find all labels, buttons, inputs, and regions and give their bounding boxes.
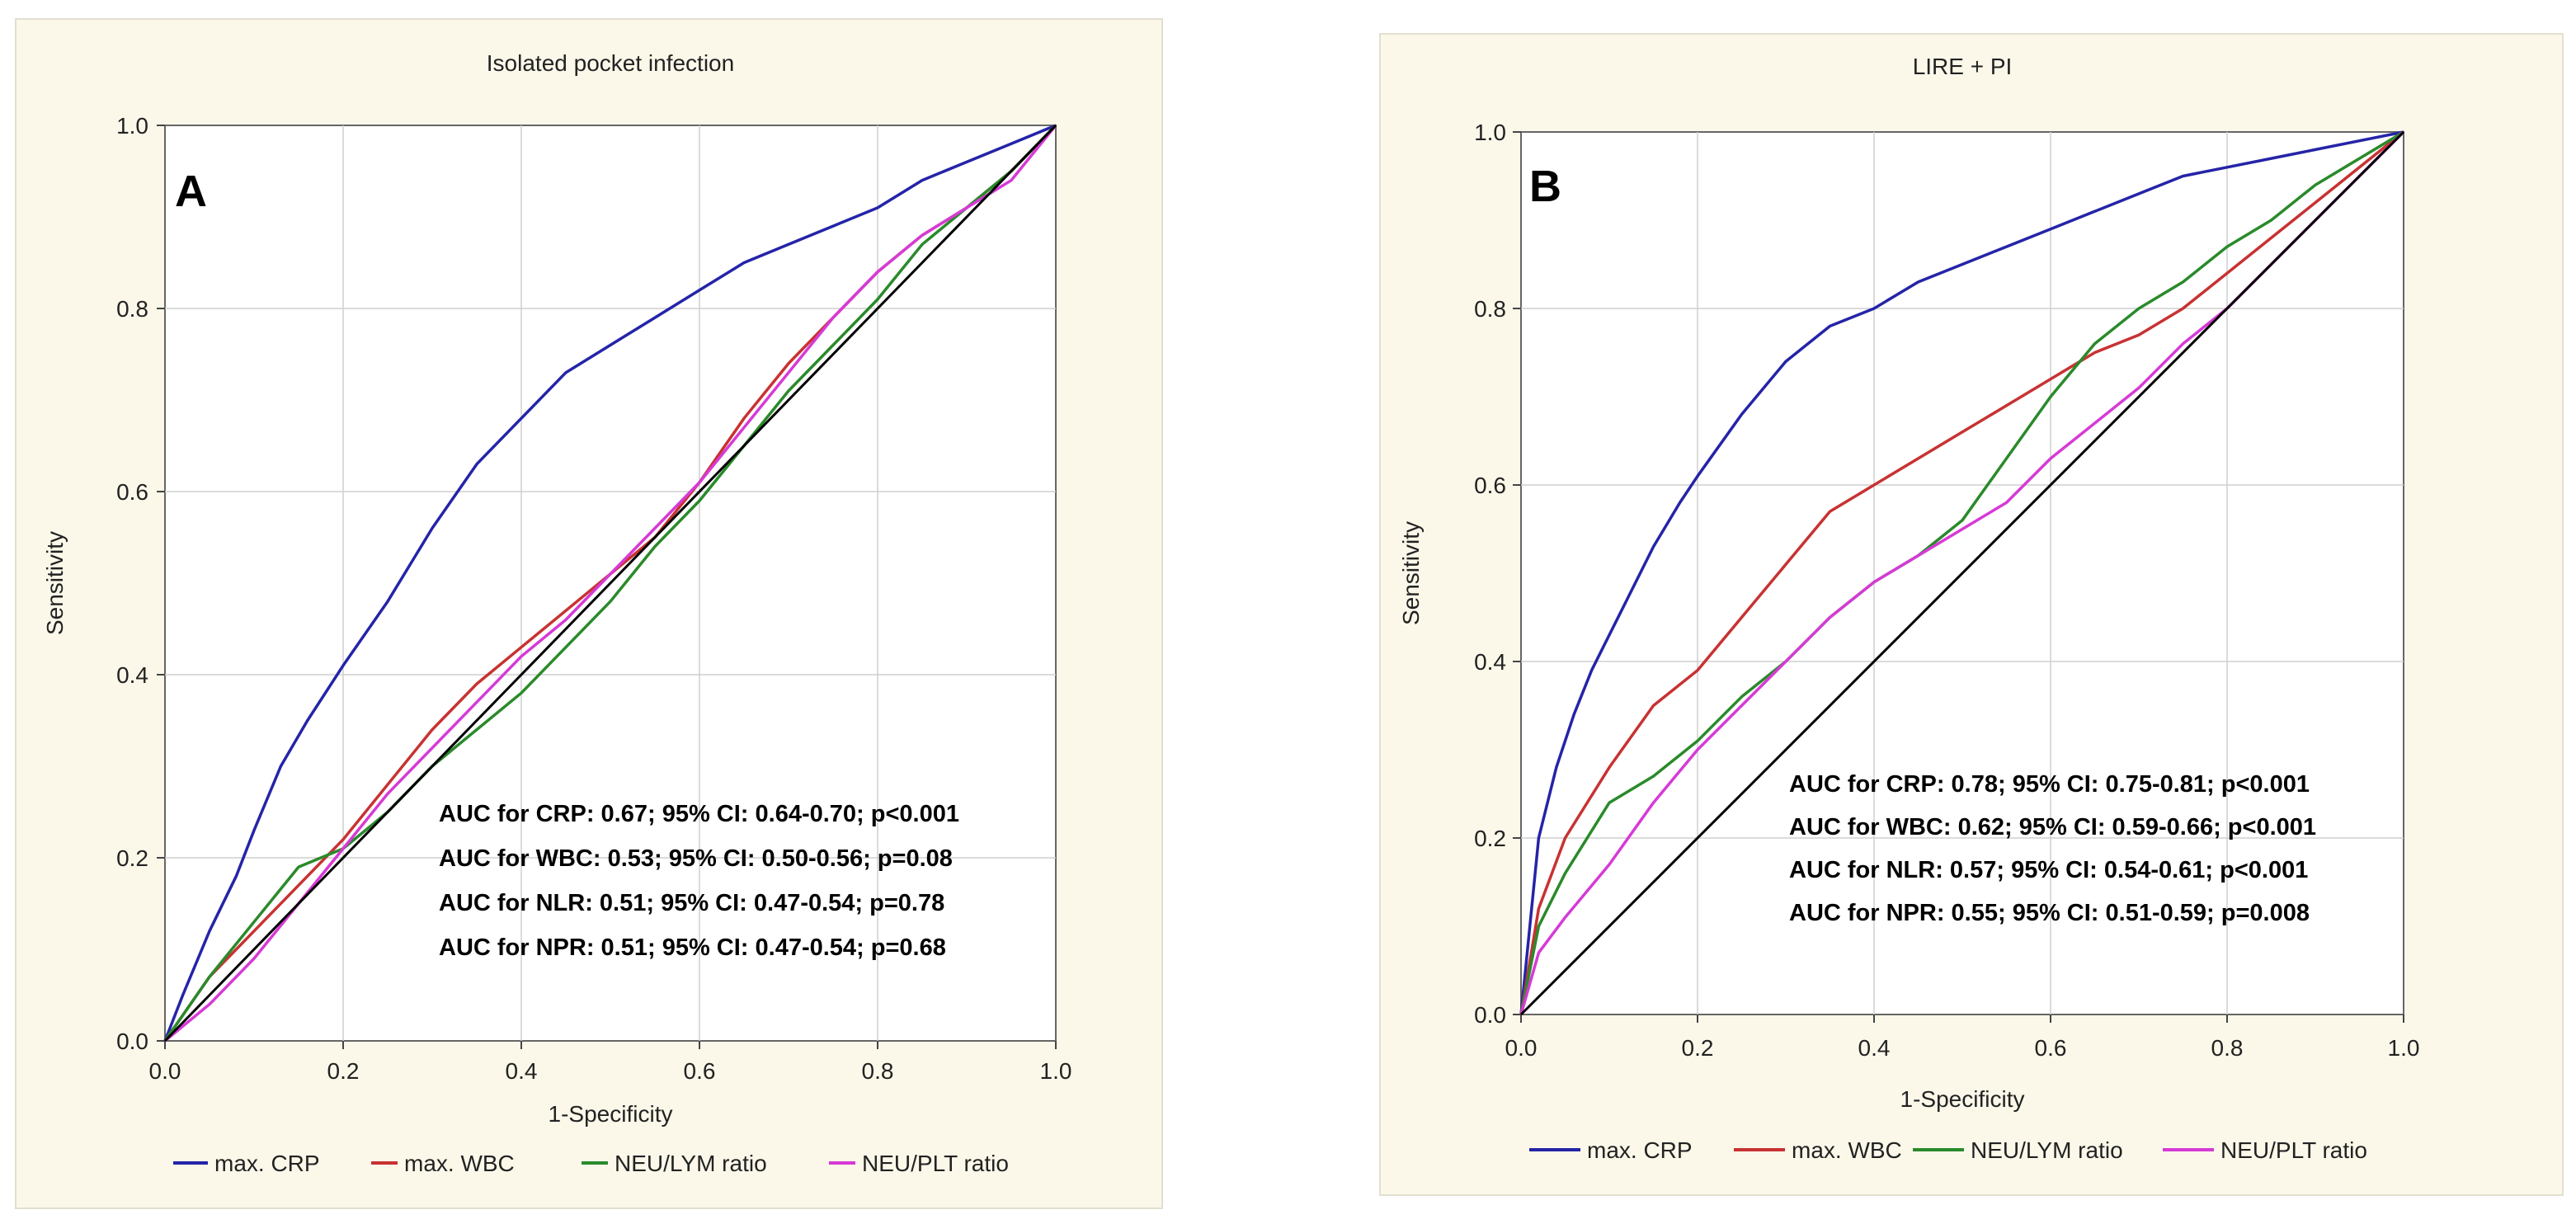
- x-tick-label: 0.6: [684, 1058, 716, 1084]
- auc-annotation: AUC for NPR: 0.55; 95% CI: 0.51-0.59; p=…: [1789, 900, 2310, 926]
- y-tick-label: 1.0: [116, 113, 148, 139]
- x-tick-label: 0.8: [2211, 1035, 2244, 1061]
- y-tick-label: 0.6: [1474, 473, 1506, 498]
- chart-title: LIRE + PI: [1913, 54, 2013, 79]
- legend-label: NEU/PLT ratio: [862, 1151, 1009, 1176]
- chart-panel-b: 0.0 0.2 0.4 0.6 0.8 1.0 0.0 0.2 0.4 0.6 0.8 1.0 LIRE…: [1379, 33, 2564, 1196]
- x-tick-label: 0.0: [149, 1058, 181, 1084]
- y-tick-label: 0.2: [116, 845, 148, 871]
- chart-panel-a: 0.0 0.2 0.4 0.6 0.8 1.0 0.0 0.2 0.4 0.6 0.8 1.0 Isol…: [15, 18, 1163, 1209]
- x-tick-label: 1.0: [2388, 1035, 2420, 1061]
- chart-title: Isolated pocket infection: [487, 50, 734, 76]
- legend-label: NEU/LYM ratio: [615, 1151, 767, 1176]
- series-line-reference: [163, 124, 1057, 1043]
- roc-chart-b: 0.0 0.2 0.4 0.6 0.8 1.0 0.0 0.2 0.4 0.6 0.8 1.0 LIRE…: [1398, 54, 2420, 1163]
- auc-annotation: AUC for WBC: 0.62; 95% CI: 0.59-0.66; p<…: [1789, 814, 2316, 840]
- y-tick-label: 0.0: [1474, 1002, 1506, 1028]
- series-line-max-crp: [163, 124, 1057, 1042]
- legend-label: max. WBC: [404, 1151, 515, 1176]
- x-tick-label: 0.0: [1505, 1035, 1538, 1061]
- y-axis-label: Sensitivity: [42, 531, 68, 635]
- series-line-neu-lym-ratio: [1519, 130, 2404, 1015]
- series-line-reference: [1519, 130, 2405, 1016]
- series-line-max-crp: [1519, 130, 2404, 1015]
- legend-label: NEU/LYM ratio: [1971, 1137, 2123, 1163]
- auc-annotation: AUC for CRP: 0.67; 95% CI: 0.64-0.70; p<…: [439, 801, 959, 827]
- y-tick-label: 0.4: [1474, 649, 1506, 675]
- legend-label: NEU/PLT ratio: [2220, 1137, 2367, 1163]
- series-line-max-wbc: [1519, 130, 2405, 1015]
- y-tick-label: 0.0: [116, 1029, 148, 1054]
- x-tick-label: 0.2: [1682, 1035, 1714, 1061]
- auc-annotation: AUC for NLR: 0.57; 95% CI: 0.54-0.61; p<…: [1789, 857, 2308, 883]
- y-axis-label: Sensitivity: [1398, 521, 1424, 625]
- x-tick-label: 0.4: [506, 1058, 538, 1084]
- legend-label: max. CRP: [214, 1151, 320, 1176]
- y-tick-label: 0.8: [116, 296, 148, 322]
- legend-label: max. CRP: [1587, 1137, 1693, 1163]
- roc-chart-a: 0.0 0.2 0.4 0.6 0.8 1.0 0.0 0.2 0.4 0.6 0.8 1.0 Isol…: [42, 50, 1072, 1176]
- x-tick-label: 0.6: [2035, 1035, 2067, 1061]
- x-tick-label: 0.2: [327, 1058, 360, 1084]
- y-tick-label: 0.4: [116, 662, 148, 688]
- panel-letter: B: [1529, 162, 1561, 211]
- y-tick-label: 1.0: [1474, 120, 1506, 145]
- x-tick-label: 1.0: [1040, 1058, 1072, 1084]
- auc-annotation: AUC for NPR: 0.51; 95% CI: 0.47-0.54; p=…: [439, 934, 946, 961]
- series-line-neu-lym-ratio: [163, 124, 1057, 1042]
- x-tick-label: 0.8: [862, 1058, 894, 1084]
- series-line-neu-plt-ratio: [163, 124, 1057, 1043]
- auc-annotation: AUC for WBC: 0.53; 95% CI: 0.50-0.56; p=…: [439, 845, 953, 872]
- y-tick-label: 0.8: [1474, 296, 1506, 322]
- auc-annotation: AUC for NLR: 0.51; 95% CI: 0.47-0.54; p=…: [439, 890, 944, 916]
- legend-label: max. WBC: [1792, 1137, 1902, 1163]
- auc-annotation: AUC for CRP: 0.78; 95% CI: 0.75-0.81; p<…: [1789, 771, 2310, 798]
- x-tick-label: 0.4: [1858, 1035, 1891, 1061]
- x-axis-label: 1-Specificity: [549, 1101, 673, 1127]
- y-tick-label: 0.6: [116, 479, 148, 505]
- y-tick-label: 0.2: [1474, 826, 1506, 851]
- panel-letter: A: [175, 167, 207, 216]
- x-axis-label: 1-Specificity: [1900, 1086, 2025, 1112]
